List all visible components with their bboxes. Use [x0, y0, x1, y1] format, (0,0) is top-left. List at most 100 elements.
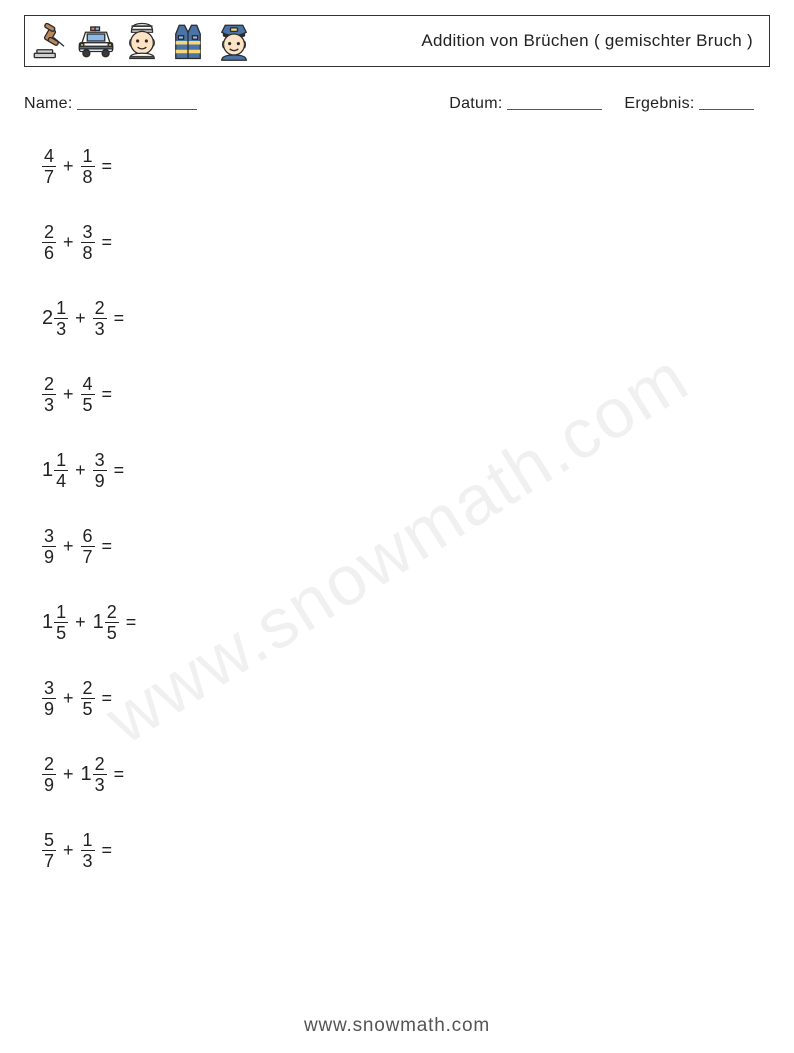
fraction-numerator: 2 [93, 299, 107, 318]
fraction-denominator: 5 [54, 622, 68, 642]
problem-row: 115+125= [42, 601, 770, 643]
fraction-numerator: 2 [42, 223, 56, 242]
meta-result: Ergebnis: [624, 91, 754, 113]
operator-plus: + [63, 232, 74, 253]
fraction: 14 [54, 451, 68, 490]
footer-link: www.snowmath.com [0, 1015, 794, 1037]
operator-plus: + [63, 688, 74, 709]
header-icons [29, 18, 255, 64]
fraction: 15 [54, 603, 68, 642]
fraction: 23 [42, 375, 56, 414]
header-box: Addition von Brüchen ( gemischter Bruch … [24, 15, 770, 67]
fraction: 23 [93, 299, 107, 338]
fraction-denominator: 3 [93, 318, 107, 338]
fraction: 39 [93, 451, 107, 490]
worksheet-title: Addition von Brüchen ( gemischter Bruch … [255, 31, 757, 51]
fraction-denominator: 8 [81, 166, 95, 186]
problem-row: 29 +123 = [42, 753, 770, 795]
fraction-numerator: 4 [42, 147, 56, 166]
operator-plus: + [75, 308, 86, 329]
operator-plus: + [63, 840, 74, 861]
fraction: 39 [42, 679, 56, 718]
fraction: 18 [81, 147, 95, 186]
fraction-denominator: 6 [42, 242, 56, 262]
problem-row: 57 +13 = [42, 829, 770, 871]
problem-row: 39+25= [42, 677, 770, 719]
fraction-denominator: 7 [42, 850, 56, 870]
operator-plus: + [75, 460, 86, 481]
fraction-denominator: 9 [42, 774, 56, 794]
equals-sign: = [114, 460, 125, 481]
mixed-whole: 1 [81, 764, 92, 784]
fraction-denominator: 9 [42, 546, 56, 566]
fraction-numerator: 1 [54, 299, 68, 318]
fraction-denominator: 3 [93, 774, 107, 794]
meta-name: Name: [24, 91, 449, 113]
fraction-denominator: 3 [81, 850, 95, 870]
fraction: 13 [54, 299, 68, 338]
result-label: Ergebnis: [624, 95, 694, 112]
problem-row: 23 +45 = [42, 373, 770, 415]
fraction-denominator: 7 [81, 546, 95, 566]
mixed-whole: 1 [93, 612, 104, 632]
fraction-denominator: 7 [42, 166, 56, 186]
problems-list: 47+18=26+38=213+23=23+45=114+39=39+67=11… [42, 145, 770, 871]
mixed-whole: 2 [42, 308, 53, 328]
operator-plus: + [63, 384, 74, 405]
meta-date: Datum: [449, 91, 602, 113]
equals-sign: = [102, 536, 113, 557]
fraction-numerator: 1 [54, 603, 68, 622]
worksheet-page: www.snowmath.com [0, 0, 794, 1053]
name-blank[interactable] [77, 93, 197, 110]
operator-plus: + [75, 612, 86, 633]
fraction-denominator: 5 [81, 394, 95, 414]
result-blank[interactable] [699, 93, 754, 110]
fraction: 26 [42, 223, 56, 262]
equals-sign: = [102, 232, 113, 253]
fraction-numerator: 1 [81, 831, 95, 850]
police-car-icon [75, 18, 117, 64]
fraction-denominator: 8 [81, 242, 95, 262]
fraction-numerator: 5 [42, 831, 56, 850]
fraction-numerator: 4 [81, 375, 95, 394]
equals-sign: = [102, 840, 113, 861]
fraction-numerator: 1 [81, 147, 95, 166]
gavel-icon [29, 18, 71, 64]
fraction: 47 [42, 147, 56, 186]
equals-sign: = [114, 308, 125, 329]
fraction-denominator: 9 [93, 470, 107, 490]
operator-plus: + [63, 764, 74, 785]
fraction: 25 [81, 679, 95, 718]
fraction-numerator: 2 [42, 375, 56, 394]
fraction: 39 [42, 527, 56, 566]
equals-sign: = [102, 156, 113, 177]
date-blank[interactable] [507, 93, 602, 110]
equals-sign: = [102, 384, 113, 405]
problem-row: 47 +18 = [42, 145, 770, 187]
fraction-numerator: 3 [81, 223, 95, 242]
fraction-denominator: 9 [42, 698, 56, 718]
mixed-whole: 1 [42, 612, 53, 632]
fraction: 25 [105, 603, 119, 642]
fraction-numerator: 2 [93, 755, 107, 774]
police-officer-icon [213, 18, 255, 64]
operator-plus: + [63, 156, 74, 177]
problem-row: 213+23= [42, 297, 770, 339]
fraction-numerator: 6 [81, 527, 95, 546]
fraction-numerator: 3 [42, 527, 56, 546]
equals-sign: = [114, 764, 125, 785]
fraction: 57 [42, 831, 56, 870]
fraction: 29 [42, 755, 56, 794]
problem-row: 114+39= [42, 449, 770, 491]
problem-row: 39+67= [42, 525, 770, 567]
name-label: Name: [24, 95, 73, 112]
fraction-numerator: 3 [93, 451, 107, 470]
fraction-numerator: 2 [105, 603, 119, 622]
problem-row: 26 +38 = [42, 221, 770, 263]
fraction-denominator: 3 [54, 318, 68, 338]
fraction-denominator: 3 [42, 394, 56, 414]
fraction: 45 [81, 375, 95, 414]
fraction-numerator: 3 [42, 679, 56, 698]
fraction: 67 [81, 527, 95, 566]
fraction-denominator: 5 [105, 622, 119, 642]
